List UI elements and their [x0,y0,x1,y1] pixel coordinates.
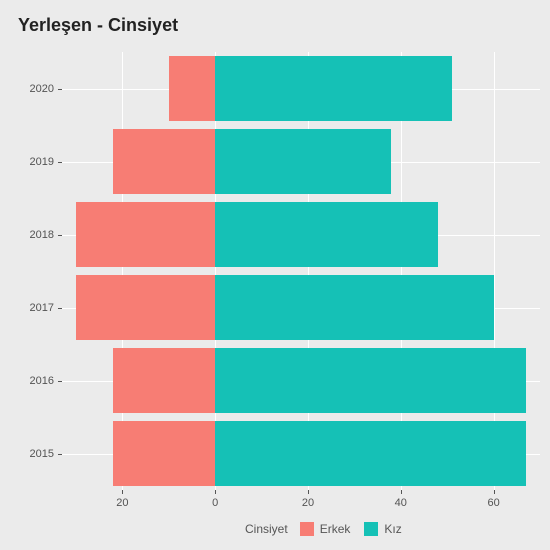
x-tick-label: 20 [116,497,128,509]
bar-erkek-2019 [113,129,215,193]
bar-erkek-2017 [76,275,215,339]
bar-kız-2020 [215,56,452,120]
bar-erkek-2020 [169,56,215,120]
bar-erkek-2015 [113,421,215,485]
legend-swatch-kız [364,522,378,536]
bar-kız-2017 [215,275,493,339]
legend: Cinsiyet Erkek Kız [245,522,410,536]
legend-swatch-erkek [300,522,314,536]
y-tick-label: 2016 [26,375,54,387]
y-tick-label: 2015 [26,448,54,460]
legend-label: Erkek [320,522,351,536]
y-tick-label: 2018 [26,229,54,241]
y-tick-label: 2020 [26,83,54,95]
plot-area [62,52,540,490]
legend-title: Cinsiyet [245,522,288,536]
bar-kız-2019 [215,129,391,193]
bar-kız-2015 [215,421,526,485]
y-tick-label: 2019 [26,156,54,168]
chart-title: Yerleşen - Cinsiyet [18,15,178,36]
x-tick-label: 60 [487,497,499,509]
x-tick-label: 0 [212,497,218,509]
legend-label: Kız [384,522,401,536]
bar-erkek-2016 [113,348,215,412]
x-tick-label: 40 [395,497,407,509]
bar-erkek-2018 [76,202,215,266]
bar-kız-2016 [215,348,526,412]
y-tick-label: 2017 [26,302,54,314]
x-tick-label: 20 [302,497,314,509]
bar-kız-2018 [215,202,438,266]
